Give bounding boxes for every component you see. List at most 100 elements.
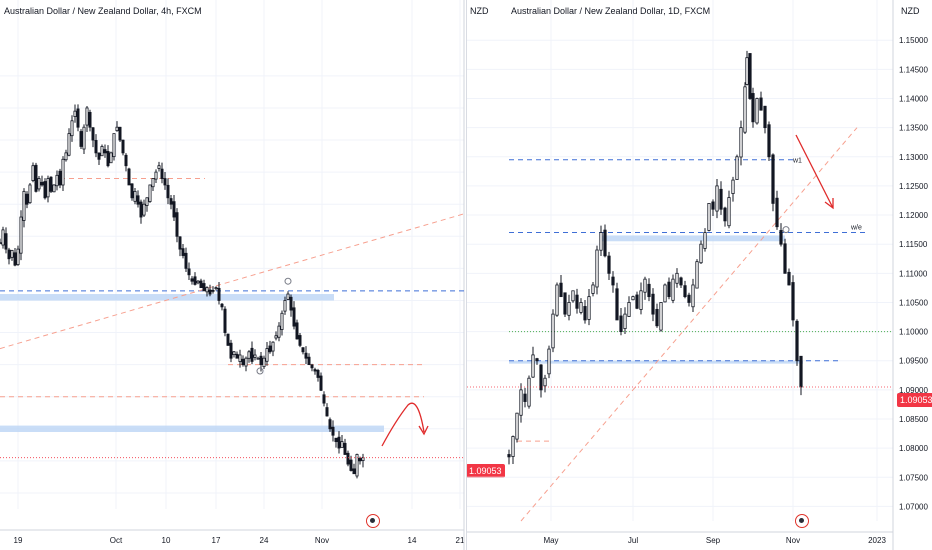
candle-up <box>707 202 711 231</box>
candle-up <box>265 348 269 362</box>
candle-up <box>10 250 14 258</box>
candle-down <box>160 168 164 179</box>
candle-up <box>286 293 290 300</box>
candle-down <box>103 149 107 154</box>
chart-title: Australian Dollar / New Zealand Dollar, … <box>4 6 202 16</box>
candle-down <box>539 364 543 391</box>
candle-up <box>142 203 146 216</box>
y-tick-label: 1.14500 <box>899 65 928 74</box>
x-tick-label: Sep <box>706 536 721 545</box>
candle-up <box>274 335 278 339</box>
candle-down <box>295 322 299 340</box>
y-tick-label: 1.07000 <box>899 502 928 511</box>
candle-down <box>331 426 335 436</box>
last-price-label: 1.09053 <box>897 393 932 407</box>
candle-up <box>67 133 71 156</box>
candle-down <box>563 292 567 315</box>
candle-down <box>301 347 305 353</box>
candle-down <box>43 181 47 199</box>
chart-panel-4h[interactable]: 1.150001.145001.140001.135001.130001.125… <box>0 0 505 550</box>
candle-up <box>643 278 647 293</box>
candle-up <box>519 389 523 416</box>
x-tick-label: 2023 <box>868 536 886 545</box>
candle-up <box>631 296 635 301</box>
candle-down <box>235 353 239 359</box>
candle-up <box>112 133 116 158</box>
y-tick-label: 1.14000 <box>899 95 928 104</box>
candle-up <box>567 302 571 316</box>
pivot-marker <box>782 226 790 234</box>
tradingview-logo-icon[interactable] <box>795 514 809 528</box>
candle-up <box>511 436 515 457</box>
y-tick-label: 1.09500 <box>899 357 928 366</box>
y-tick-label: 1.12500 <box>899 182 928 191</box>
candle-up <box>37 178 41 190</box>
candle-down <box>349 459 353 471</box>
candle-up <box>115 126 119 132</box>
candle-up <box>623 313 627 329</box>
candle-down <box>583 306 587 321</box>
candle-down <box>775 197 779 228</box>
trend-line <box>520 127 858 522</box>
candle-up <box>515 412 519 440</box>
candle-down <box>723 207 727 222</box>
candle-down <box>166 184 170 199</box>
x-tick-label: 14 <box>408 536 417 545</box>
candle-down <box>559 282 563 298</box>
candle-down <box>127 168 131 186</box>
candle-up <box>745 57 749 85</box>
pivot-marker <box>256 367 264 375</box>
candle-up <box>31 165 35 181</box>
candle-down <box>226 333 230 346</box>
candle-down <box>34 164 38 192</box>
candle-up <box>64 152 68 161</box>
candle-down <box>97 152 101 160</box>
candle-down <box>292 307 296 327</box>
candle-up <box>743 86 747 133</box>
candle-down <box>575 294 579 309</box>
candle-up <box>46 178 50 198</box>
candle-down <box>346 452 350 465</box>
candle-down <box>779 230 783 245</box>
candle-down <box>325 407 329 417</box>
candle-up <box>70 120 74 137</box>
y-tick-label: 1.11500 <box>899 240 928 249</box>
candle-down <box>178 236 182 250</box>
candle-up <box>595 249 599 288</box>
tradingview-logo-icon[interactable] <box>366 514 380 528</box>
candle-down <box>651 293 655 315</box>
candle-down <box>289 296 293 311</box>
candle-down <box>130 183 134 199</box>
candle-up <box>133 190 137 202</box>
candle-up <box>283 300 287 312</box>
candle-down <box>118 126 122 141</box>
candle-up <box>100 146 104 157</box>
candle-down <box>607 255 611 274</box>
candle-down <box>88 111 92 128</box>
candle-down <box>298 335 302 346</box>
candle-up <box>627 302 631 317</box>
x-tick-label: Oct <box>110 536 123 545</box>
candle-down <box>163 178 167 186</box>
candle-down <box>91 127 95 141</box>
candle-up <box>256 357 260 360</box>
chart-1d-svg[interactable]: 1.15000 1.14500 1.14000 1.13500 1.13000 1.125… <box>467 0 932 550</box>
support-resistance-zone <box>0 425 384 432</box>
chart-4h-svg[interactable]: 1.150001.145001.140001.135001.130001.125… <box>0 0 466 550</box>
candle-up <box>587 296 591 320</box>
candle-down <box>795 320 799 362</box>
candle-up <box>639 290 643 310</box>
candle-up <box>663 284 667 303</box>
y-tick-label: 1.08000 <box>899 444 928 453</box>
candle-up <box>109 152 113 164</box>
candle-up <box>145 197 149 206</box>
candle-down <box>223 308 227 333</box>
candle-up <box>61 158 65 186</box>
chart-panel-1d[interactable]: 1.15000 1.14500 1.14000 1.13500 1.13000 1.125… <box>466 0 932 550</box>
y-tick-label: 1.09000 <box>899 386 928 395</box>
candle-down <box>7 249 11 260</box>
candle-up <box>659 302 663 331</box>
candle-up <box>591 284 595 294</box>
candle-down <box>172 201 176 218</box>
candle-down <box>711 201 715 210</box>
